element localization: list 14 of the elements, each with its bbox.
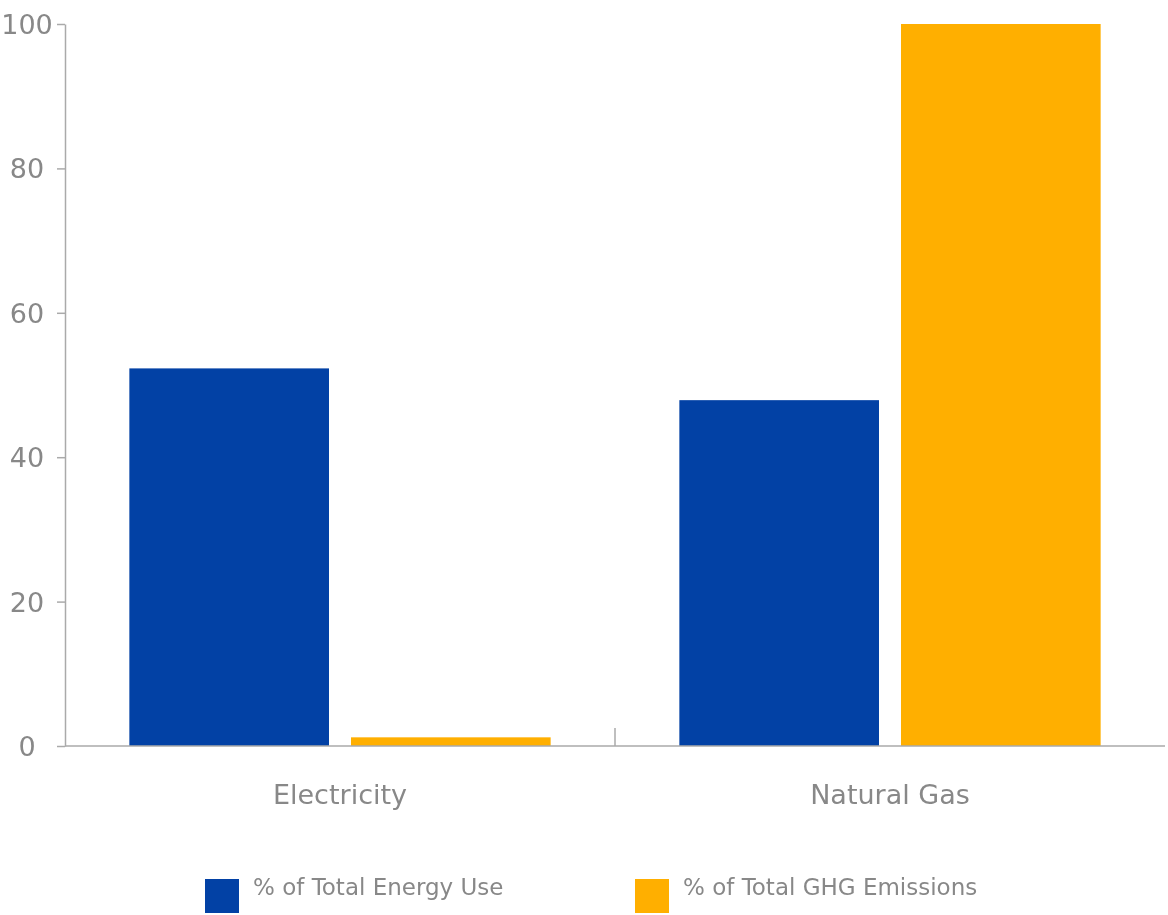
y-tick-label: 0 xyxy=(18,730,36,762)
legend-label: % of Total GHG Emissions xyxy=(683,874,978,900)
x-tick-label: Natural Gas xyxy=(810,779,970,810)
y-tick-label: 100 xyxy=(1,8,53,40)
y-tick-label: 60 xyxy=(9,297,45,329)
y-tick-label: 40 xyxy=(9,442,45,474)
y-tick-label: 20 xyxy=(9,586,45,618)
bar xyxy=(901,24,1101,746)
bar xyxy=(351,737,551,746)
x-tick-label: Electricity xyxy=(272,779,408,810)
bar xyxy=(129,368,329,746)
bar xyxy=(679,400,879,746)
y-tick-label: 80 xyxy=(9,153,45,185)
legend-label: % of Total Energy Use xyxy=(253,874,504,900)
